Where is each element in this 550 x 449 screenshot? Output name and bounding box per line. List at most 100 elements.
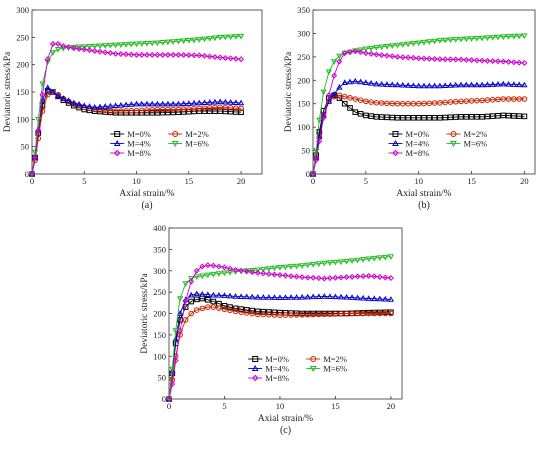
data-point xyxy=(373,51,380,58)
data-point xyxy=(452,98,459,105)
data-point xyxy=(282,294,289,300)
data-point xyxy=(387,275,394,282)
data-point xyxy=(91,43,98,50)
data-point xyxy=(376,255,383,262)
x-axis-title: Axial strain/% xyxy=(396,189,451,199)
legend-entry: M=6% xyxy=(446,139,487,149)
data-point xyxy=(378,52,385,59)
data-point xyxy=(254,311,261,318)
data-point xyxy=(341,100,348,107)
data-point xyxy=(387,254,395,260)
data-point xyxy=(373,45,380,51)
data-point xyxy=(149,109,156,116)
data-point xyxy=(373,114,380,120)
data-point xyxy=(206,99,213,105)
data-point xyxy=(484,113,491,120)
data-point xyxy=(217,108,223,114)
y-tick-label: 350 xyxy=(297,5,310,15)
data-point xyxy=(206,105,213,111)
legend-marker xyxy=(113,149,121,157)
y-tick-label: 250 xyxy=(153,287,166,297)
data-point xyxy=(426,55,433,62)
data-point xyxy=(367,45,375,52)
data-point xyxy=(489,35,496,41)
data-point xyxy=(180,106,187,113)
data-point xyxy=(182,304,189,310)
data-point xyxy=(237,293,245,299)
data-point xyxy=(276,272,283,279)
data-point xyxy=(169,100,177,107)
data-point xyxy=(452,37,459,43)
y-tick-label: 200 xyxy=(297,75,310,85)
data-point xyxy=(86,47,93,54)
data-point xyxy=(415,55,422,62)
data-point xyxy=(232,55,239,62)
data-point xyxy=(360,257,367,263)
data-point xyxy=(363,112,369,119)
data-point xyxy=(266,309,272,315)
data-point xyxy=(447,56,454,63)
data-point xyxy=(49,50,57,56)
data-point xyxy=(515,33,523,40)
data-point xyxy=(347,95,353,101)
series-M=2% xyxy=(166,304,394,402)
data-point xyxy=(505,34,512,40)
data-point xyxy=(287,264,295,270)
legend-entry: M=2% xyxy=(306,354,347,364)
data-point xyxy=(271,294,278,300)
legend-entry: M=6% xyxy=(168,139,209,149)
data-point xyxy=(326,293,334,299)
legend-entry: M=6% xyxy=(306,364,347,374)
data-point xyxy=(170,109,176,116)
data-point xyxy=(362,79,370,85)
data-point xyxy=(188,291,195,298)
data-point xyxy=(32,154,39,161)
data-point xyxy=(217,54,224,61)
data-point xyxy=(227,265,234,272)
data-point xyxy=(227,108,234,115)
legend-label: M=6% xyxy=(463,139,487,149)
data-point xyxy=(394,81,401,88)
data-point xyxy=(70,99,77,106)
data-point xyxy=(521,81,528,88)
data-point xyxy=(215,263,222,270)
data-point xyxy=(368,113,374,119)
data-point xyxy=(49,40,56,47)
data-point xyxy=(336,53,343,60)
data-point xyxy=(190,37,198,44)
data-point xyxy=(376,295,383,302)
data-point xyxy=(299,311,305,318)
y-tick-label: 300 xyxy=(16,5,29,15)
data-point xyxy=(510,59,517,66)
data-point xyxy=(112,42,119,49)
data-point xyxy=(484,57,491,64)
data-point xyxy=(212,108,218,114)
data-point xyxy=(143,51,151,58)
data-point xyxy=(201,108,208,114)
y-tick-label: 350 xyxy=(153,244,166,254)
data-point xyxy=(288,273,295,280)
data-point xyxy=(180,38,187,45)
data-point xyxy=(500,58,507,65)
data-point xyxy=(389,81,396,88)
data-point xyxy=(138,51,145,58)
data-point xyxy=(373,99,380,106)
data-point xyxy=(188,278,195,285)
data-point xyxy=(238,56,245,63)
data-point xyxy=(441,82,449,89)
data-point xyxy=(371,255,378,262)
data-point xyxy=(65,97,72,104)
data-point xyxy=(510,81,518,87)
data-point xyxy=(107,109,114,116)
data-point xyxy=(352,109,359,115)
data-point xyxy=(420,82,428,89)
data-point xyxy=(102,43,109,49)
data-point xyxy=(60,95,67,101)
data-point xyxy=(376,273,383,280)
data-point xyxy=(377,310,383,317)
legend-label: M=0% xyxy=(405,129,429,139)
data-point xyxy=(426,100,433,107)
data-point xyxy=(349,273,356,280)
data-point xyxy=(133,100,140,107)
legend-entry: M=4% xyxy=(110,139,151,149)
